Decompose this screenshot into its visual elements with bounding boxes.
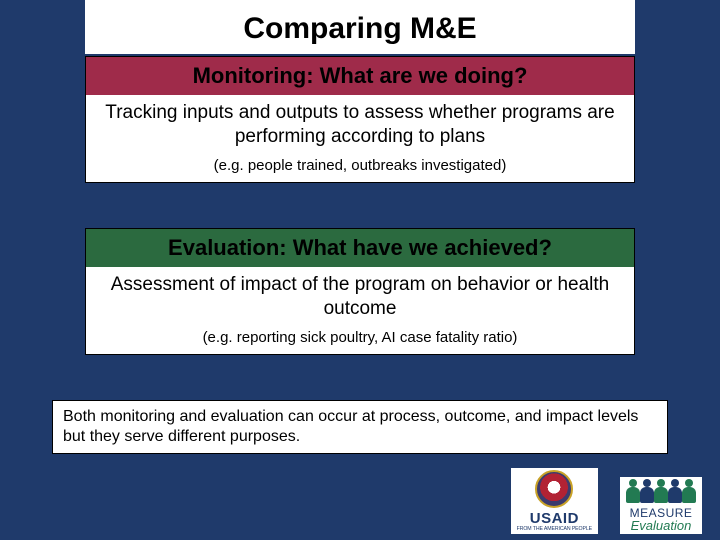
evaluation-heading: Evaluation: What have we achieved? bbox=[86, 229, 634, 267]
slide-title: Comparing M&E bbox=[85, 8, 635, 54]
usaid-logo: USAID FROM THE AMERICAN PEOPLE bbox=[511, 468, 598, 534]
monitoring-body: Tracking inputs and outputs to assess wh… bbox=[86, 95, 634, 153]
evaluation-section: Evaluation: What have we achieved? Asses… bbox=[85, 228, 635, 355]
person-icon bbox=[640, 479, 654, 505]
people-icon bbox=[626, 479, 696, 505]
logo-row: USAID FROM THE AMERICAN PEOPLE MEASURE E… bbox=[511, 468, 702, 534]
usaid-crest-icon bbox=[535, 470, 573, 508]
measure-logo: MEASURE Evaluation bbox=[620, 477, 702, 534]
monitoring-example: (e.g. people trained, outbreaks investig… bbox=[86, 153, 634, 182]
person-icon bbox=[654, 479, 668, 505]
person-icon bbox=[626, 479, 640, 505]
monitoring-heading: Monitoring: What are we doing? bbox=[86, 57, 634, 95]
person-icon bbox=[682, 479, 696, 505]
evaluation-example: (e.g. reporting sick poultry, AI case fa… bbox=[86, 325, 634, 354]
usaid-name: USAID bbox=[528, 511, 581, 526]
measure-sub: Evaluation bbox=[631, 519, 692, 532]
evaluation-body: Assessment of impact of the program on b… bbox=[86, 267, 634, 325]
note-box: Both monitoring and evaluation can occur… bbox=[52, 400, 668, 454]
monitoring-section: Monitoring: What are we doing? Tracking … bbox=[85, 56, 635, 183]
usaid-tagline: FROM THE AMERICAN PEOPLE bbox=[515, 526, 594, 532]
person-icon bbox=[668, 479, 682, 505]
